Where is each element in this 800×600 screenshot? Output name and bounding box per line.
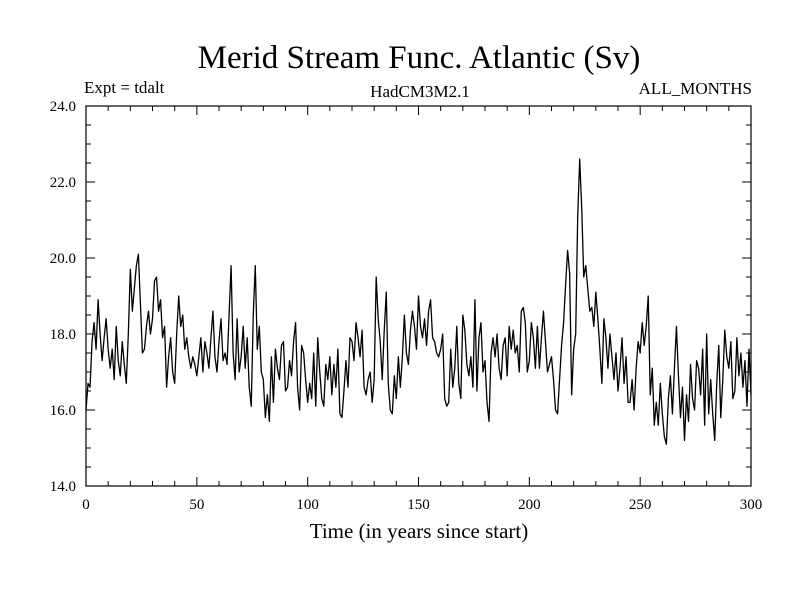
subtitle-experiment: Expt = tdalt bbox=[84, 78, 165, 97]
x-axis-label: Time (in years since start) bbox=[310, 519, 529, 543]
y-tick-label: 24.0 bbox=[50, 99, 76, 115]
y-tick-label: 16.0 bbox=[50, 403, 76, 419]
plot-frame bbox=[85, 105, 752, 487]
y-tick-label: 14.0 bbox=[50, 479, 76, 495]
subtitle-months: ALL_MONTHS bbox=[639, 79, 752, 98]
x-tick-label: 200 bbox=[518, 497, 541, 513]
x-tick-label: 300 bbox=[740, 497, 763, 513]
x-tick-label: 100 bbox=[296, 497, 319, 513]
series-line bbox=[85, 158, 752, 445]
x-tick-label: 0 bbox=[82, 497, 90, 513]
chart-title: Merid Stream Func. Atlantic (Sv) bbox=[198, 40, 641, 76]
x-tick-label: 50 bbox=[189, 497, 204, 513]
y-tick-label: 22.0 bbox=[50, 175, 76, 191]
subtitle-model: HadCM3M2.1 bbox=[370, 82, 470, 101]
axis-tick-labels: 0 50 100 150 200 250 300 14.0 16.0 18.0 20.0 22.0 24… bbox=[50, 99, 763, 513]
y-tick-label: 20.0 bbox=[50, 251, 76, 267]
y-tick-label: 18.0 bbox=[50, 327, 76, 343]
x-tick-label: 150 bbox=[407, 497, 430, 513]
x-tick-label: 250 bbox=[629, 497, 652, 513]
